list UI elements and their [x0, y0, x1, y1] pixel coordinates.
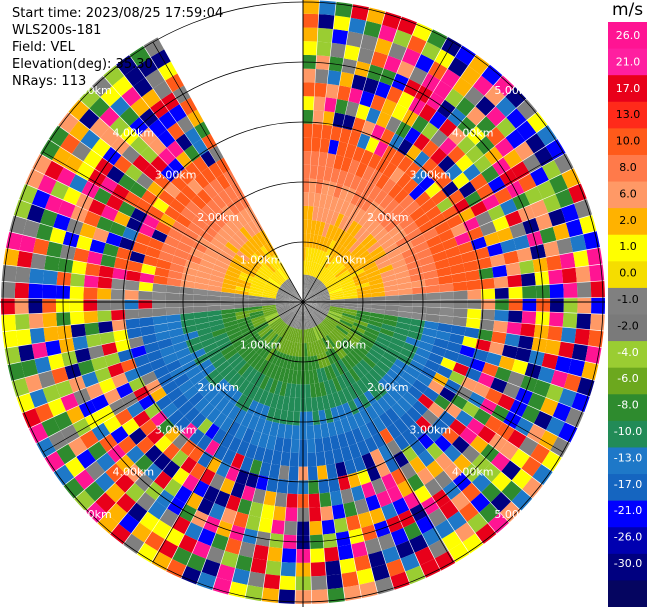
- colorbar-swatch: [608, 500, 647, 528]
- range-ring-label: 1.00km: [240, 254, 282, 267]
- colorbar-tick-label: 26.0: [616, 29, 641, 42]
- range-ring-label: 4.00km: [452, 126, 494, 139]
- colorbar-swatch: [608, 234, 647, 262]
- colorbar-swatch: [608, 154, 647, 183]
- colorbar-tick-label: -2.0: [617, 319, 638, 332]
- range-ring-label: 3.00km: [409, 423, 451, 436]
- azimuth-spoke: [302, 151, 563, 303]
- colorbar-swatch: [608, 208, 647, 236]
- range-ring-label: 5.00km: [494, 84, 536, 97]
- colorbar-swatch: [608, 128, 647, 156]
- azimuth-spoke: [302, 301, 563, 453]
- colorbar-tick-label: 6.0: [619, 187, 637, 200]
- colorbar-tick-label: 8.0: [619, 161, 637, 174]
- azimuth-spoke: [43, 301, 304, 453]
- range-ring-label: 3.00km: [155, 423, 197, 436]
- colorbar-swatch: [608, 341, 647, 369]
- range-ring-label: 4.00km: [113, 466, 155, 479]
- range-ring-label: 3.00km: [155, 169, 197, 182]
- colorbar-tick-label: -30.0: [614, 557, 642, 570]
- colorbar-swatch: [608, 181, 647, 209]
- range-ring-label: 2.00km: [197, 381, 239, 394]
- colorbar-tick-label: 17.0: [616, 82, 641, 95]
- colorbar: 26.0 21.0 17.0 13.0 10.0 8.0 6.0 2.0 1.0 0.0 -1.0 -…: [608, 22, 647, 607]
- colorbar-swatch: [608, 394, 647, 422]
- colorbar-tick-label: -10.0: [614, 425, 642, 438]
- colorbar-swatch: [608, 101, 647, 129]
- colorbar-tick-label: -1.0: [617, 293, 638, 306]
- colorbar-unit: m/s: [612, 0, 644, 20]
- colorbar-tick-label: -17.0: [614, 478, 642, 491]
- range-ring-label: 1.00km: [325, 254, 367, 267]
- range-ring-label: 4.00km: [113, 126, 155, 139]
- colorbar-tick-label: -8.0: [617, 399, 638, 412]
- colorbar-tick-label: 1.0: [619, 240, 637, 253]
- colorbar-swatch: [608, 474, 647, 502]
- colorbar-swatch: [608, 22, 647, 50]
- colorbar-tick-label: -26.0: [614, 531, 642, 544]
- colorbar-swatch: [608, 314, 647, 342]
- colorbar-swatch: [608, 447, 647, 475]
- azimuth-spoke: [302, 301, 454, 562]
- colorbar-tick-label: -6.0: [617, 372, 638, 385]
- range-ring-label: 5.00km: [70, 84, 112, 97]
- colorbar-tick-label: 13.0: [616, 108, 641, 121]
- azimuth-spoke: [302, 42, 454, 303]
- azimuth-spoke: [43, 151, 304, 303]
- range-ring-label: 3.00km: [409, 169, 451, 182]
- range-rings: [0, 0, 605, 607]
- range-ring-label: 5.00km: [494, 508, 536, 521]
- colorbar-swatch: [608, 580, 647, 607]
- elevation-label: Elevation(deg): 35.30: [12, 57, 153, 72]
- azimuth-spoke: [152, 301, 304, 562]
- colorbar-tick-label: 0.0: [619, 267, 637, 280]
- range-ring-label: 1.00km: [240, 338, 282, 351]
- colorbar-swatch: [608, 75, 647, 103]
- range-ring-label: 2.00km: [197, 211, 239, 224]
- start-time-label: Start time: 2023/08/25 17:59:04: [12, 6, 224, 21]
- colorbar-tick-label: -13.0: [614, 451, 642, 464]
- colorbar-swatch: [608, 367, 647, 395]
- ppi-scan-plot: 1.00km 1.00km 1.00km 1.00km 2.00km 2.00km 2.00…: [0, 0, 605, 607]
- colorbar-swatch: [608, 48, 647, 76]
- range-ring-label: 4.00km: [452, 466, 494, 479]
- range-ring-label: 2.00km: [367, 211, 409, 224]
- field-label: Field: VEL: [12, 40, 75, 55]
- colorbar-tick-label: 2.0: [619, 214, 637, 227]
- azimuth-spoke: [152, 42, 304, 303]
- colorbar-swatch: [608, 553, 647, 581]
- range-ring-label: 1.00km: [325, 338, 367, 351]
- range-ring-label: 2.00km: [367, 381, 409, 394]
- colorbar-swatch: [608, 527, 647, 555]
- nrays-label: NRays: 113: [12, 74, 87, 89]
- colorbar-tick-label: -21.0: [614, 504, 642, 517]
- colorbar-tick-label: 21.0: [616, 55, 641, 68]
- instrument-label: WLS200s-181: [12, 23, 102, 38]
- colorbar-swatch: [608, 420, 647, 448]
- colorbar-tick-label: 10.0: [616, 135, 641, 148]
- colorbar-tick-label: -4.0: [617, 346, 638, 359]
- colorbar-swatch: [608, 261, 647, 289]
- colorbar-swatch: [608, 287, 647, 315]
- range-ring-label: 5.00km: [70, 508, 112, 521]
